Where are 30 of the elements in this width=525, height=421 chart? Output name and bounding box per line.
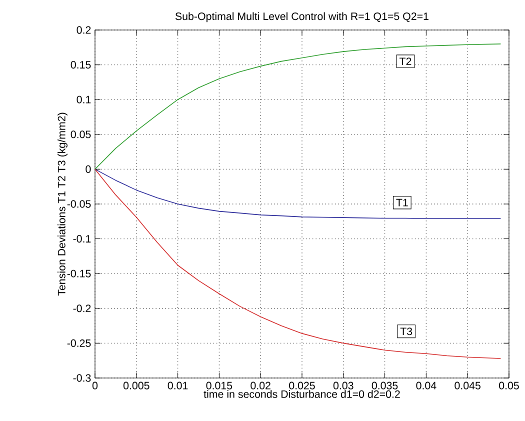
y-tick-label: -0.15 (67, 270, 91, 278)
x-tick-label: 0.025 (289, 382, 315, 390)
y-tick-label: 0.1 (76, 96, 91, 104)
y-tick-label: -0.3 (73, 374, 91, 382)
x-tick-label: 0.005 (123, 382, 150, 390)
x-tick-label: 0.035 (372, 382, 398, 390)
x-tick-label: 0 (92, 382, 98, 390)
y-tick-label: 0.05 (70, 130, 91, 138)
x-tick-label: 0.03 (333, 382, 354, 390)
x-tick-label: 0.02 (250, 382, 270, 390)
y-tick-label: -0.1 (73, 235, 91, 243)
chart-title: Sub-Optimal Multi Level Control with R=1 Q1=5 Q2=1 (175, 12, 428, 22)
y-tick-label: 0.15 (70, 61, 91, 69)
y-tick-label: 0 (86, 165, 91, 173)
x-tick-label: 0.015 (206, 382, 232, 390)
annotation: T1 (396, 198, 408, 206)
y-tick-label: -0.05 (67, 200, 91, 208)
x-axis-title: time in seconds Disturbance d1=0 d2=0.2 (204, 390, 400, 398)
annotation: T3 (400, 328, 412, 336)
y-tick-label: -0.25 (67, 339, 91, 347)
y-axis-title: Tension Deviations T1 T2 T3 (kg/mm2) (58, 112, 68, 296)
y-tick-label: -0.2 (73, 304, 91, 312)
annotation: T2 (399, 58, 412, 66)
line-series (95, 44, 502, 170)
x-tick-label: 0.05 (499, 382, 519, 390)
line-series (95, 168, 502, 359)
y-tick-label: 0.2 (76, 26, 91, 34)
x-tick-label: 0.01 (168, 382, 188, 390)
x-tick-label: 0.04 (416, 382, 436, 390)
x-tick-label: 0.045 (454, 382, 480, 390)
